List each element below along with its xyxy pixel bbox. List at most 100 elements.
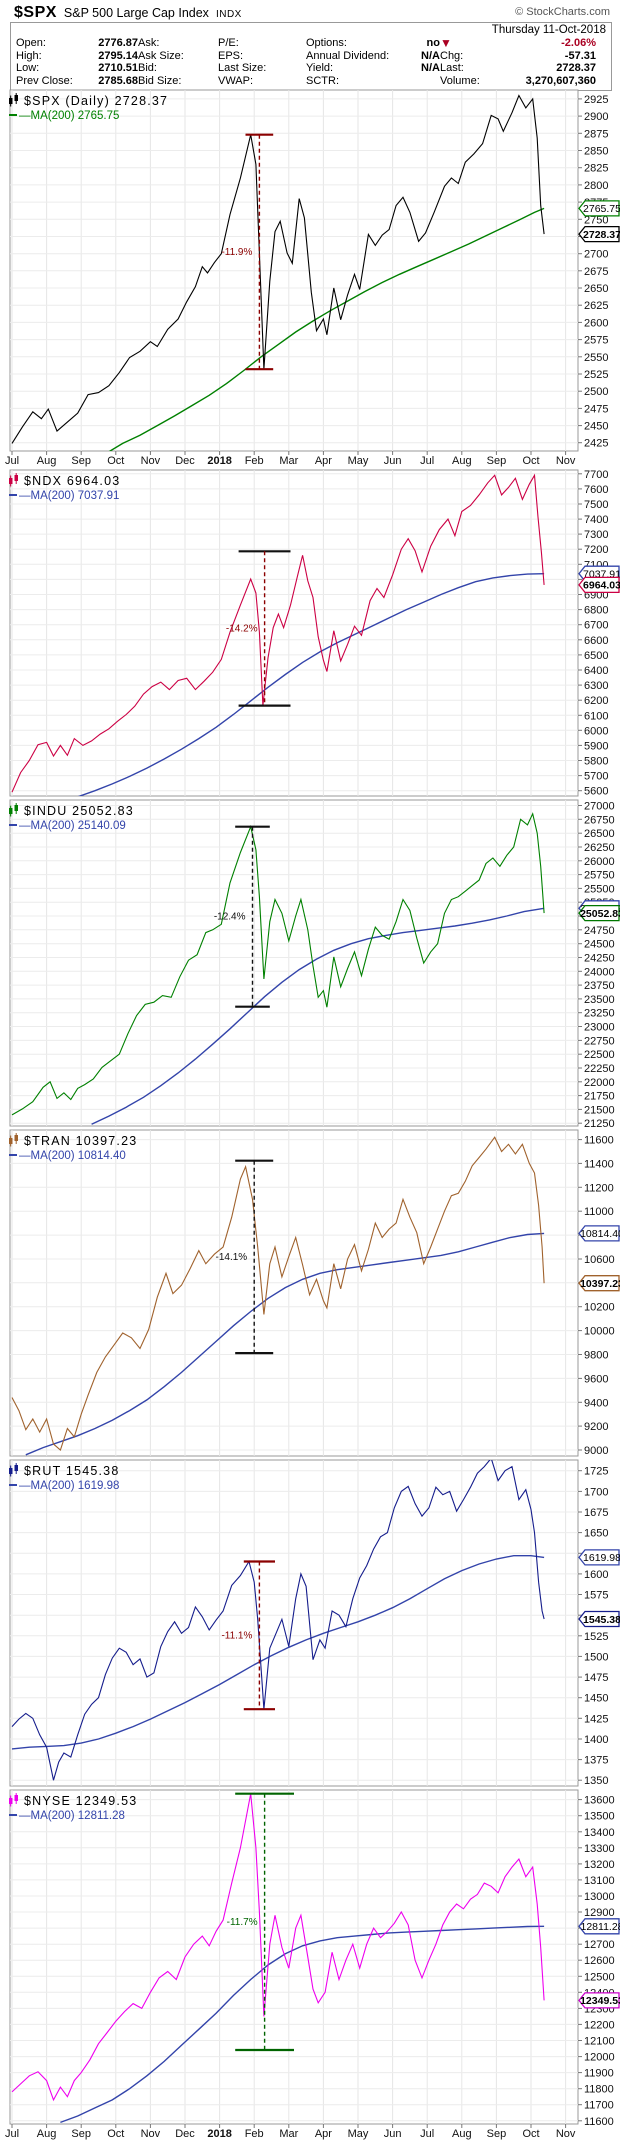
quote-label: Prev Close: <box>16 74 73 87</box>
chart-rut: 1350137514001425145014751500152515501575… <box>0 1458 620 1788</box>
svg-text:6800: 6800 <box>584 605 608 617</box>
y-gridlines <box>10 473 582 792</box>
quote-label: Chg: <box>440 49 464 62</box>
legend-symbol: $NYSE 12349.53 <box>24 1794 137 1808</box>
plot-area <box>9 1459 579 1787</box>
ma-line <box>25 1232 545 1456</box>
svg-text:22250: 22250 <box>584 1063 615 1075</box>
svg-text:2550: 2550 <box>584 352 608 364</box>
svg-text:2450: 2450 <box>584 421 608 433</box>
svg-text:2800: 2800 <box>584 180 608 192</box>
y-axis-labels: 9000920094009600980010000102001040010600… <box>584 1135 615 1457</box>
svg-text:7300: 7300 <box>584 529 608 541</box>
quote-value: 2776.87 <box>98 37 138 49</box>
svg-text:21250: 21250 <box>584 1118 615 1128</box>
price-line <box>11 94 545 444</box>
svg-text:10814.40: 10814.40 <box>580 1228 620 1240</box>
svg-text:Jul: Jul <box>420 455 434 467</box>
legend: $TRAN 10397.23 —MA(200) 10814.40 <box>9 1133 137 1162</box>
quote-value <box>192 50 218 63</box>
svg-text:13600: 13600 <box>584 1795 615 1807</box>
drawdown-annotation: -11.9% <box>221 133 274 371</box>
svg-text:Aug: Aug <box>37 2128 57 2140</box>
svg-text:26750: 26750 <box>584 814 615 826</box>
svg-text:26500: 26500 <box>584 828 615 840</box>
svg-text:Jun: Jun <box>384 455 402 467</box>
svg-text:5900: 5900 <box>584 740 608 752</box>
candlestick-icon <box>9 473 18 487</box>
svg-text:Feb: Feb <box>245 455 264 467</box>
svg-text:6700: 6700 <box>584 620 608 632</box>
svg-text:Oct: Oct <box>522 2128 539 2140</box>
x-gridlines <box>11 1460 567 1786</box>
legend-ma: —MA(200) 2765.75 <box>19 110 119 122</box>
y-gridlines <box>10 98 582 444</box>
svg-text:Jul: Jul <box>5 455 19 467</box>
svg-text:1725: 1725 <box>584 1466 608 1478</box>
svg-text:May: May <box>348 455 369 467</box>
svg-text:Sep: Sep <box>487 455 507 467</box>
legend: $INDU 25052.83 —MA(200) 25140.09 <box>9 803 134 832</box>
svg-text:Aug: Aug <box>452 2128 472 2140</box>
svg-text:9600: 9600 <box>584 1373 608 1385</box>
svg-text:24000: 24000 <box>584 966 615 978</box>
svg-text:12600: 12600 <box>584 1955 615 1967</box>
svg-text:1350: 1350 <box>584 1775 608 1787</box>
y-gridlines <box>10 805 582 1124</box>
svg-text:6964.03: 6964.03 <box>583 580 620 592</box>
chart-tran: 9000920094009600980010000102001040010600… <box>0 1128 620 1458</box>
svg-text:7400: 7400 <box>584 514 608 526</box>
svg-text:2500: 2500 <box>584 386 608 398</box>
drawdown-label: -11.1% <box>221 1630 252 1641</box>
quote-label: Low: <box>16 62 40 75</box>
legend-ma: —MA(200) 25140.09 <box>19 820 126 832</box>
svg-text:11600: 11600 <box>584 2116 614 2128</box>
legend-symbol: $TRAN 10397.23 <box>24 1134 137 1148</box>
svg-text:Oct: Oct <box>107 2128 124 2140</box>
svg-text:22500: 22500 <box>584 1049 615 1061</box>
legend-symbol: $INDU 25052.83 <box>24 804 134 818</box>
svg-text:10200: 10200 <box>584 1302 615 1314</box>
svg-text:2525: 2525 <box>584 369 608 381</box>
ma-line <box>91 907 545 1125</box>
quote-value <box>192 75 218 88</box>
quote-label: Volume: <box>440 74 480 87</box>
last-price-tag: 6964.03 <box>578 576 620 594</box>
svg-text:26000: 26000 <box>584 856 615 868</box>
svg-text:7700: 7700 <box>584 469 608 481</box>
svg-text:5600: 5600 <box>584 786 608 798</box>
quote-label: High: <box>16 49 42 62</box>
svg-text:Apr: Apr <box>315 2128 332 2140</box>
x-gridlines <box>11 1790 567 2128</box>
quote-value: 2710.51 <box>98 62 138 75</box>
ma-line <box>108 207 545 451</box>
plot-area <box>9 1129 579 1457</box>
chart-svg-spx: 2425 2450 2475 2500 2525 2550 2575 2600 2625 2650… <box>5 89 620 467</box>
svg-text:1700: 1700 <box>584 1486 608 1498</box>
drawdown-label: -14.1% <box>216 1252 248 1263</box>
legend: $NYSE 12349.53 —MA(200) 12811.28 <box>9 1793 137 1822</box>
legend-ma: —MA(200) 1619.98 <box>19 1480 119 1492</box>
svg-text:25750: 25750 <box>584 870 615 882</box>
svg-text:12000: 12000 <box>584 2052 615 2064</box>
drawdown-label: -11.9% <box>221 247 252 258</box>
svg-text:2018: 2018 <box>207 2128 231 2140</box>
legend: $NDX 6964.03 —MA(200) 7037.91 <box>9 473 119 502</box>
svg-text:10000: 10000 <box>584 1326 615 1338</box>
svg-text:27000: 27000 <box>584 801 615 813</box>
svg-text:1375: 1375 <box>584 1755 608 1767</box>
quote-label: Last Size: <box>218 62 267 75</box>
svg-text:13000: 13000 <box>584 1891 615 1903</box>
svg-text:12811.28: 12811.28 <box>580 1921 620 1933</box>
last-price-tag: 1545.38 <box>578 1610 620 1628</box>
last-price-tag: 25052.83 <box>578 904 620 922</box>
svg-text:22750: 22750 <box>584 1035 615 1047</box>
svg-text:9800: 9800 <box>584 1350 608 1362</box>
y-axis-labels: 1160011700118001190012000121001220012300… <box>584 1795 615 2128</box>
svg-text:11400: 11400 <box>584 1158 614 1170</box>
svg-text:Oct: Oct <box>522 455 539 467</box>
svg-text:24750: 24750 <box>584 925 615 937</box>
svg-text:Sep: Sep <box>71 2128 91 2140</box>
price-line <box>11 1136 545 1451</box>
